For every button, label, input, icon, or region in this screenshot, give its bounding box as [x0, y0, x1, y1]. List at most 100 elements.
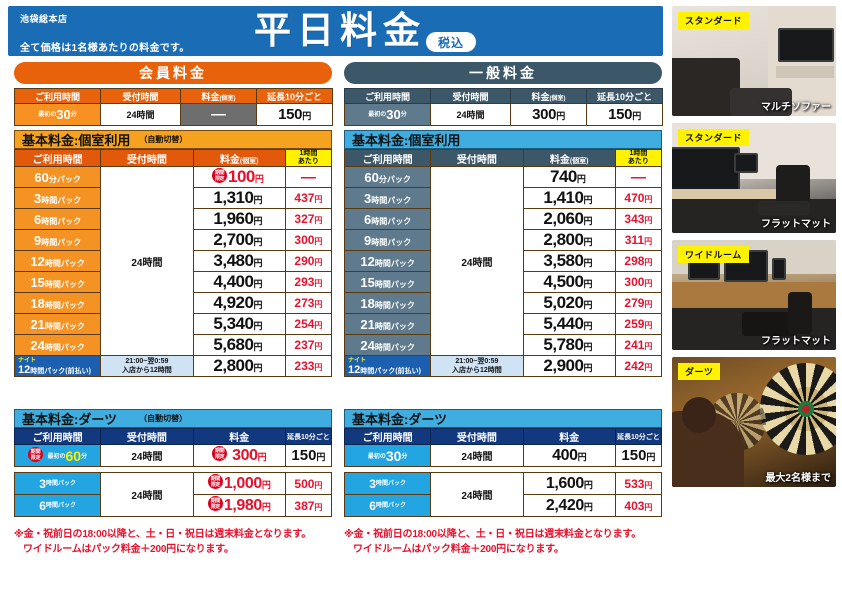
pack-duration: 3時間パック [13, 187, 102, 209]
general-darts-reception: 24時間 [430, 444, 524, 467]
limited-time-badge: 期間 限定 [211, 168, 227, 183]
pack-hourly: 254円 [284, 313, 333, 335]
darts-pack-reception: 24時間 [100, 472, 194, 517]
member-base-rate-table: ご利用時間 受付時間 料金(個室) 延長10分ごと 最初の30分 24時間 — … [14, 88, 333, 126]
pack-duration: 3時間パック [343, 187, 432, 209]
col-hourly-rate: 1時間 あたり [284, 149, 333, 167]
table-row: 3時間パック 1,410円 470円 [343, 187, 663, 209]
table-row: 6時間パック 2,060円 343円 [343, 208, 663, 230]
pack-hourly: 343円 [614, 208, 663, 230]
pack-price: 740円 [522, 166, 616, 188]
table-row: 60分パック 24時間 740円 — [343, 166, 663, 356]
pack-price: 4,500円 [522, 271, 616, 293]
limited-time-badge: 期間 限定 [207, 496, 223, 511]
photo-caption: フラットマット [761, 219, 831, 230]
pack-duration: 9時間パック [343, 229, 432, 251]
member-darts-first-duration: 期間 限定 最初の60分 [13, 444, 102, 467]
night-pack-hourly: 242円 [614, 355, 663, 377]
pack-duration: 6時間パック [13, 208, 102, 230]
member-pack-table: ご利用時間 受付時間 料金(個室) 1時間 あたり 60分パック 24時間 期間 限定 1… [13, 149, 333, 377]
pack-price: 1,310円 [192, 187, 286, 209]
pack-hourly: 293円 [284, 271, 333, 293]
member-first-price: — [180, 103, 257, 126]
member-darts-first-price: 期間 限定 300円 [192, 444, 286, 467]
col-extension: 延長10分ごと [614, 428, 663, 445]
pack-duration: 12時間パック [343, 250, 432, 272]
general-darts-pack-table: 3時間パック 24時間 1,600円 533円 6時間パック 2,420円 403円 [343, 472, 663, 517]
col-price-sub: (個室) [549, 95, 566, 102]
night-pack-hourly: 233円 [284, 355, 333, 377]
darts-pack-extension: 500円 [284, 472, 333, 495]
member-darts-title-text: 基本料金:ダーツ [22, 412, 118, 427]
col-extension: 延長10分ごと [586, 88, 663, 104]
night-pack-reception: 21:00~翌0:59 入店から12時間 [100, 355, 194, 377]
photo-caption: マルチソファー [761, 102, 831, 113]
member-first-duration: 最初の30分 [14, 103, 101, 126]
photo-tag: スタンダード [678, 12, 750, 29]
general-darts-first-extension: 150円 [614, 444, 663, 467]
col-usage-time: ご利用時間 [13, 428, 102, 445]
page-title: 平日料金 [254, 10, 426, 51]
pack-price: 2,060円 [522, 208, 616, 230]
col-extension: 延長10分ごと [256, 88, 333, 104]
pack-price: 3,480円 [192, 250, 286, 272]
tax-included-badge: 税込 [426, 32, 476, 52]
photo-rail: スタンダード マルチソファー スタンダード フラットマット ワイドルーム フラッ… [672, 6, 836, 494]
pack-duration: 15時間パック [13, 271, 102, 293]
pack-hourly: 470円 [614, 187, 663, 209]
col-price: 料金(個室) [510, 88, 587, 104]
pack-hourly: — [614, 166, 663, 188]
pack-duration: 18時間パック [343, 292, 432, 314]
table-row: 最初の30分 24時間 300円 150円 [344, 103, 663, 126]
pack-price: 5,680円 [192, 334, 286, 356]
member-pack-title-text: 基本料金:個室利用 [22, 133, 131, 148]
photo-tag: ダーツ [678, 363, 721, 380]
auto-switch-note: （自動切替） [139, 135, 188, 144]
general-plan-header: 一般料金 [344, 62, 662, 84]
night-pack-reception: 21:00~翌0:59 入店から12時間 [430, 355, 524, 377]
member-extension-price: 150円 [256, 103, 333, 126]
pack-hourly: 241円 [614, 334, 663, 356]
pack-duration: 24時間パック [13, 334, 102, 356]
general-base-rate-table: ご利用時間 受付時間 料金(個室) 延長10分ごと 最初の30分 24時間 30… [344, 88, 663, 126]
night-pack-price: 2,800円 [192, 355, 286, 377]
member-pack-table-block: 基本料金:個室利用 （自動切替） ご利用時間 受付時間 料金(個室) 1時間 あた… [13, 130, 333, 377]
table-row: 6時間パック 1,960円 327円 [13, 208, 333, 230]
col-extension: 延長10分ごと [284, 428, 333, 445]
pack-reception: 24時間 [100, 166, 194, 356]
pack-duration: 24時間パック [343, 334, 432, 356]
night-pack-label: ナイト 12時間パック(前払い) [13, 355, 102, 377]
pack-hourly: 273円 [284, 292, 333, 314]
page-header: 池袋総本店 全て価格は1名様あたりの料金です。 平日料金 税込 [8, 6, 663, 56]
pack-duration: 15時間パック [343, 271, 432, 293]
darts-pack-duration: 6時間パック [13, 494, 102, 517]
general-darts-block: 基本料金:ダーツ ご利用時間 受付時間 料金 延長10分ごと 最初の30分 24… [343, 409, 663, 517]
general-extension-price: 150円 [586, 103, 663, 126]
member-darts-pack-table: 3時間パック 24時間 期間 限定 1,000円 500円 6時間パック 期間 限定 1,980円… [13, 472, 333, 517]
table-row: 12時間パック 3,580円 298円 [343, 250, 663, 272]
pack-hourly: — [284, 166, 333, 188]
general-darts-first-duration: 最初の30分 [343, 444, 432, 467]
member-plan-header: 会員料金 [14, 62, 332, 84]
pack-hourly: 290円 [284, 250, 333, 272]
table-row: 最初の30分 24時間 400円 150円 [343, 444, 663, 467]
photo-standard-multisofa: スタンダード マルチソファー [672, 6, 836, 116]
pack-duration: 21時間パック [13, 313, 102, 335]
note-line-2: ワイドルームはパック料金＋200円になります。 [23, 544, 234, 555]
pack-hourly: 311円 [614, 229, 663, 251]
general-pack-table-block: 基本料金:個室利用 ご利用時間 受付時間 料金(個室) 1時間 あたり 60分パッ… [343, 130, 663, 377]
pack-hourly: 279円 [614, 292, 663, 314]
table-row: 18時間パック 4,920円 273円 [13, 292, 333, 314]
darts-pack-price: 1,600円 [522, 472, 616, 495]
col-reception-time: 受付時間 [430, 88, 511, 104]
general-pack-title: 基本料金:個室利用 [344, 130, 662, 149]
col-price: 料金(個室) [522, 149, 616, 167]
limited-time-badge: 期間 限定 [212, 446, 228, 461]
pack-duration: 6時間パック [343, 208, 432, 230]
general-darts-first-price: 400円 [522, 444, 616, 467]
col-price-sub: (個室) [219, 95, 236, 102]
pack-duration: 60分パック [343, 166, 432, 188]
photo-darts: ダーツ 最大2名様まで [672, 357, 836, 487]
general-reception: 24時間 [430, 103, 511, 126]
